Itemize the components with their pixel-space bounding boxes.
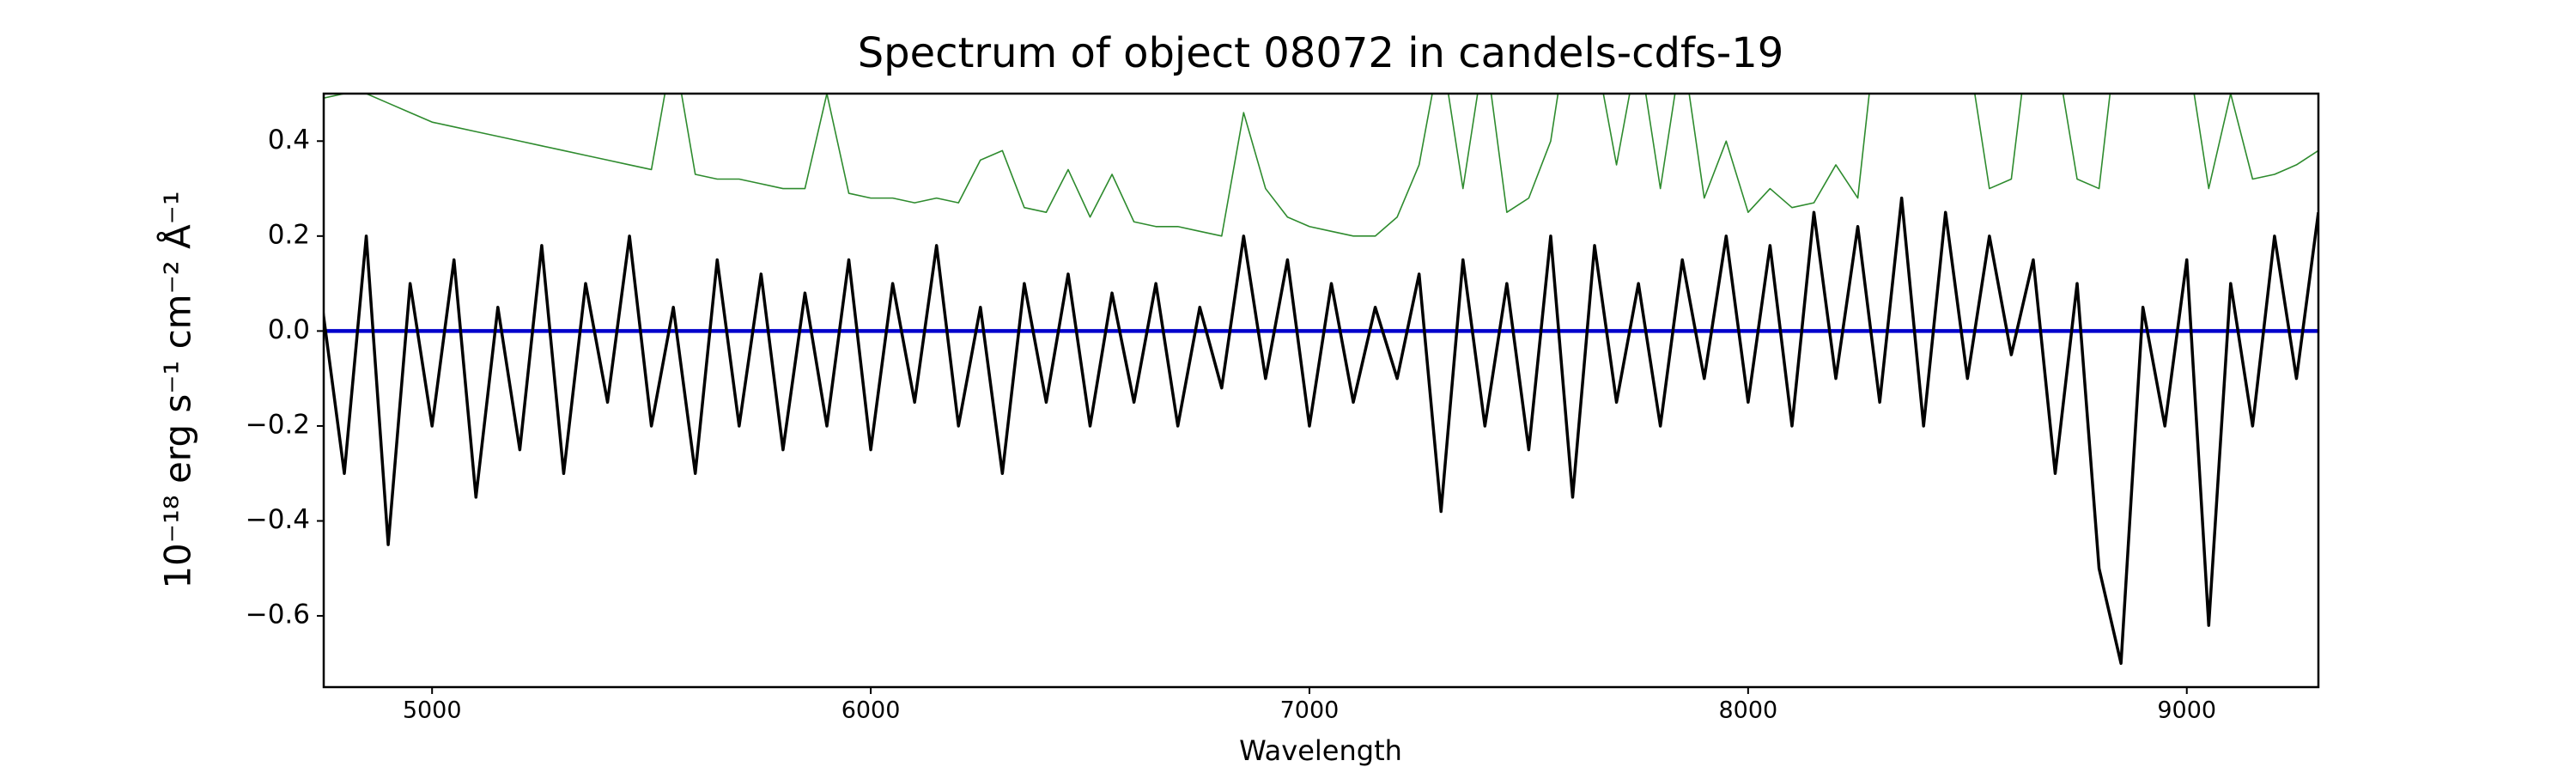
x-axis-label: Wavelength bbox=[1239, 734, 1402, 767]
y-tick-label: −0.6 bbox=[246, 600, 310, 630]
series-line bbox=[324, 196, 2318, 666]
x-tick-label: 6000 bbox=[841, 697, 901, 724]
x-tick-label: 7000 bbox=[1280, 697, 1340, 724]
x-tick-label: 9000 bbox=[2157, 697, 2216, 724]
series-line bbox=[324, 94, 2318, 237]
plot-area bbox=[324, 94, 2318, 666]
y-axis-label: 10⁻¹⁸ erg s⁻¹ cm⁻² Å⁻¹ bbox=[156, 191, 199, 588]
y-tick-label: 0.2 bbox=[268, 219, 310, 250]
y-tick-label: −0.2 bbox=[246, 409, 310, 440]
x-tick-label: 8000 bbox=[1718, 697, 1777, 724]
y-tick-label: 0.4 bbox=[268, 125, 310, 155]
y-tick-label: −0.4 bbox=[246, 504, 310, 535]
y-tick-label: 0.0 bbox=[268, 314, 310, 345]
x-tick-label: 5000 bbox=[403, 697, 462, 724]
chart-title: Spectrum of object 08072 in candels-cdfs… bbox=[858, 29, 1784, 77]
axes-frame bbox=[322, 92, 2320, 689]
